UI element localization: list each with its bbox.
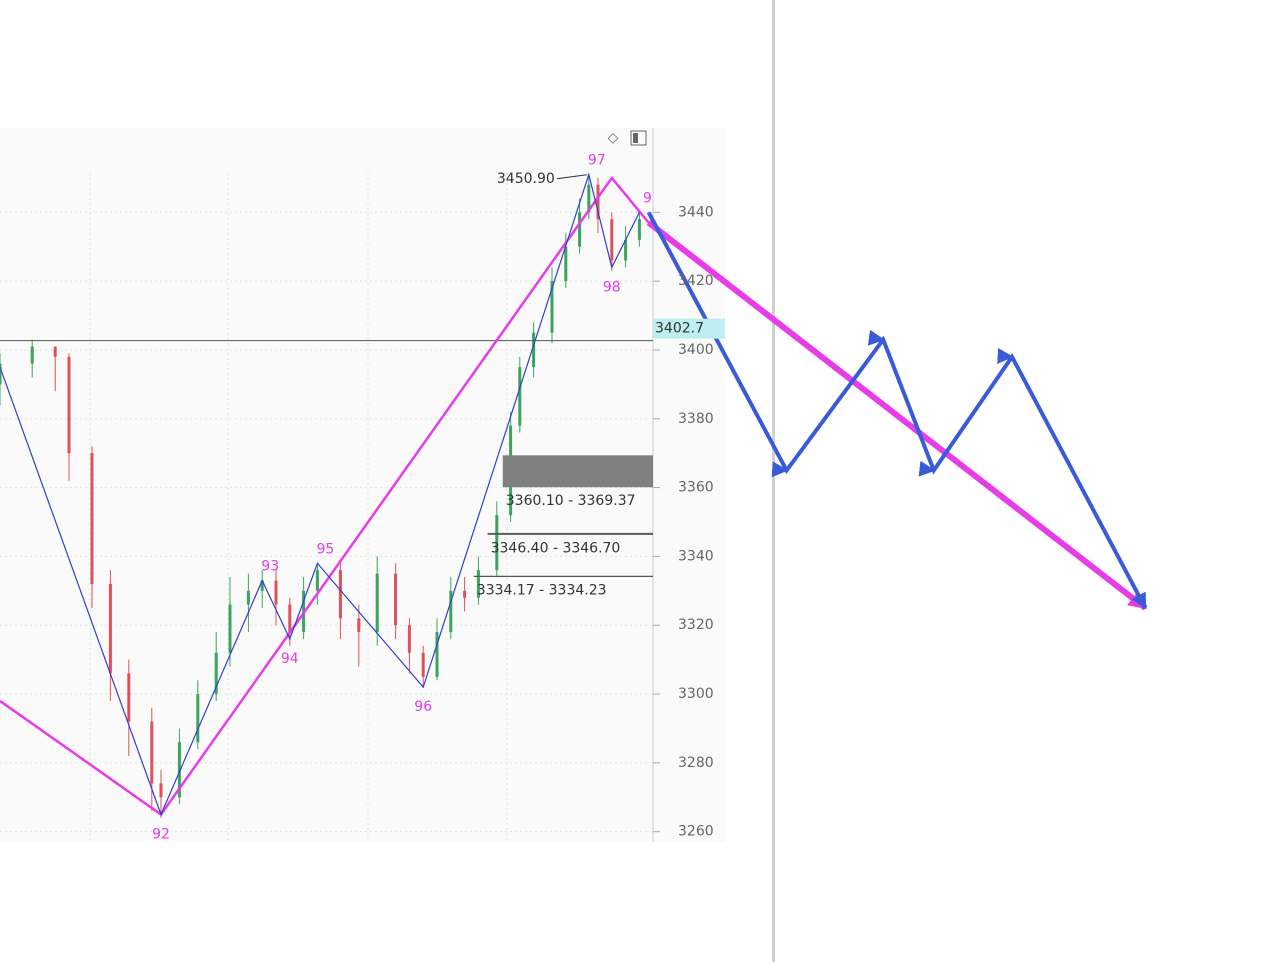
wave-label: 9 xyxy=(643,190,652,206)
candle-body xyxy=(518,367,522,426)
candle-body xyxy=(260,580,264,591)
candle-body xyxy=(624,239,628,261)
y-tick-label: 3440 xyxy=(678,204,714,220)
candle-body xyxy=(637,219,641,240)
candle-body xyxy=(214,652,218,695)
wave-line xyxy=(0,172,640,817)
draw-icon[interactable]: ◇ xyxy=(608,130,619,146)
panel-icon-fill xyxy=(633,133,638,143)
y-tick-label: 3260 xyxy=(678,824,714,840)
candle-body xyxy=(357,618,361,633)
channel-line xyxy=(0,175,650,817)
candle-body xyxy=(30,346,34,364)
wave-label: 96 xyxy=(414,699,432,715)
y-tick-label: 3340 xyxy=(678,548,714,564)
y-tick-label: 3280 xyxy=(678,755,714,771)
y-tick-label: 3320 xyxy=(678,617,714,633)
candle-body xyxy=(610,219,614,261)
candle-body xyxy=(394,573,398,626)
y-tick-label: 3300 xyxy=(678,686,714,702)
candle-body xyxy=(53,346,57,357)
candle-body xyxy=(495,515,499,571)
separator xyxy=(772,0,775,962)
candle-body xyxy=(476,570,480,598)
candle-body xyxy=(0,363,2,385)
candle-body xyxy=(407,625,411,653)
candle-body xyxy=(596,184,600,220)
zone xyxy=(502,455,653,488)
peak-label: 3450.90 xyxy=(497,171,555,187)
candle-body xyxy=(587,184,591,213)
projection-blue xyxy=(646,211,1148,610)
plot: 92 93 94 95 96 97 98 9 xyxy=(0,152,653,842)
candle-body xyxy=(338,570,342,619)
price-tag xyxy=(653,318,725,339)
y-tick-label: 3360 xyxy=(678,480,714,496)
candle-body xyxy=(127,673,131,722)
wave-label: 93 xyxy=(261,558,279,574)
panel-icon[interactable] xyxy=(630,130,647,146)
wave-label: 92 xyxy=(152,826,170,842)
wave-label: 98 xyxy=(603,279,621,295)
candle-body xyxy=(421,652,425,677)
candle-body xyxy=(67,356,71,454)
candle-body xyxy=(375,573,379,633)
candle-body xyxy=(578,212,582,247)
wave-label: 94 xyxy=(281,651,299,667)
candle-body xyxy=(274,580,278,605)
candle-body xyxy=(449,590,453,633)
candle-body xyxy=(90,453,94,584)
candle-body xyxy=(550,281,554,333)
candle-body xyxy=(196,694,200,743)
price-tag-label: 3402.7 xyxy=(655,321,704,337)
zone-label: 3346.40 - 3346.70 xyxy=(491,540,621,556)
zone-label: 3334.17 - 3334.23 xyxy=(477,582,607,598)
candle-body xyxy=(228,604,232,653)
wave-label: 95 xyxy=(316,541,334,557)
candle-body xyxy=(564,246,568,282)
y-tick-label: 3380 xyxy=(678,411,714,427)
candle-body xyxy=(150,721,154,784)
zone-label: 3360.10 - 3369.37 xyxy=(506,493,636,509)
candle-body xyxy=(463,590,467,598)
peak-arrow xyxy=(556,174,587,180)
candle-body xyxy=(246,590,250,605)
y-tick-label: 3420 xyxy=(678,273,714,289)
candle-body xyxy=(435,632,439,677)
candle-body xyxy=(532,332,536,368)
wave-label: 97 xyxy=(588,152,606,168)
candle-body xyxy=(288,604,292,633)
y-tick-label: 3400 xyxy=(678,342,714,358)
candle-body xyxy=(315,570,319,591)
candle-body xyxy=(177,742,181,798)
overlay xyxy=(646,211,1148,611)
candle-body xyxy=(108,583,112,674)
candle-body xyxy=(159,783,163,798)
